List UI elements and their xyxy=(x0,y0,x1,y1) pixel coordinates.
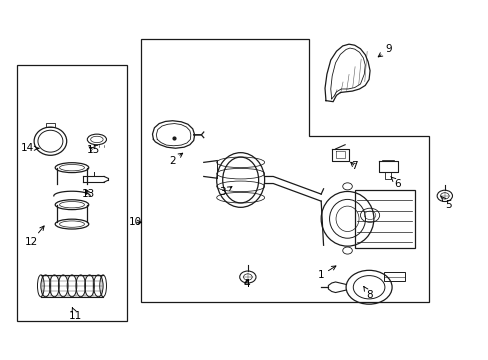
Text: 3: 3 xyxy=(219,186,231,197)
Bar xyxy=(45,123,55,127)
Text: 5: 5 xyxy=(440,196,450,210)
Text: 10: 10 xyxy=(128,217,142,227)
Text: 7: 7 xyxy=(350,161,357,171)
Text: 15: 15 xyxy=(87,145,100,155)
Text: 11: 11 xyxy=(69,308,82,321)
Text: 1: 1 xyxy=(317,266,335,280)
Text: 9: 9 xyxy=(377,45,391,57)
Bar xyxy=(354,189,414,248)
Text: 6: 6 xyxy=(390,176,400,189)
Bar xyxy=(384,273,404,281)
Text: 12: 12 xyxy=(24,226,44,247)
Text: 4: 4 xyxy=(243,279,250,289)
Bar xyxy=(17,66,127,321)
Text: 13: 13 xyxy=(82,189,95,199)
Text: 14: 14 xyxy=(21,143,39,153)
Text: 8: 8 xyxy=(363,287,372,300)
Text: 2: 2 xyxy=(169,153,183,166)
